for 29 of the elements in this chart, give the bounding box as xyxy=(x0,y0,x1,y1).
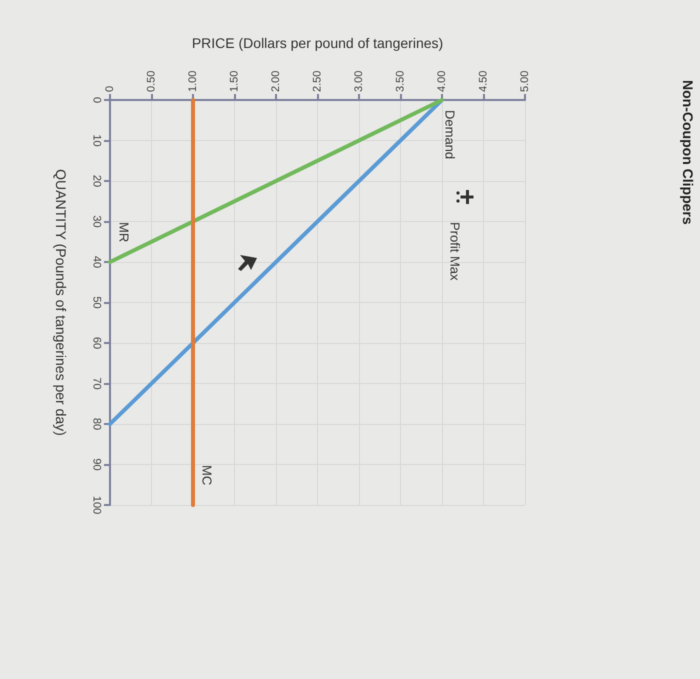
x-tick-label: 3.50 xyxy=(394,70,406,92)
x-tick-label: 1.00 xyxy=(187,70,199,92)
x-tick-label: 5.00 xyxy=(519,70,531,92)
text: Demand xyxy=(442,110,458,160)
x-tick-label: 0.50 xyxy=(146,70,158,92)
x-tick-label: 4.00 xyxy=(436,70,448,92)
text: MR xyxy=(116,222,132,242)
y-tick-label: 70 xyxy=(90,377,102,390)
annotation: Profit Max xyxy=(448,222,462,282)
text: MC xyxy=(200,465,214,486)
text: Non-Coupon Clippers xyxy=(680,80,696,225)
x-axis-title: PRICE (Dollars per pound of tangerines) xyxy=(192,35,444,51)
y-tick-label: 40 xyxy=(90,256,102,268)
y-tick-label: 80 xyxy=(90,418,102,430)
x-tick-label: 1.50 xyxy=(228,70,240,92)
y-tick-label: 100 xyxy=(90,496,102,514)
y-tick-label: 50 xyxy=(90,296,102,309)
y-tick-label: 30 xyxy=(90,215,102,228)
y-tick-label: 60 xyxy=(90,336,102,350)
y-tick-label: 20 xyxy=(90,174,102,188)
y-axis-title: QUANTITY (Pounds of tangerines per day) xyxy=(53,169,69,436)
x-tick-label: 4.50 xyxy=(478,70,490,92)
x-tick-label: 2.00 xyxy=(270,70,282,92)
y-tick-label: 10 xyxy=(90,134,102,147)
x-tick-label: 2.50 xyxy=(312,70,324,92)
y-tick-label: 0 xyxy=(90,96,102,104)
x-tick-label: 3.00 xyxy=(353,70,365,92)
x-tick-label: 0 xyxy=(104,86,116,92)
y-tick-label: 90 xyxy=(90,458,102,471)
